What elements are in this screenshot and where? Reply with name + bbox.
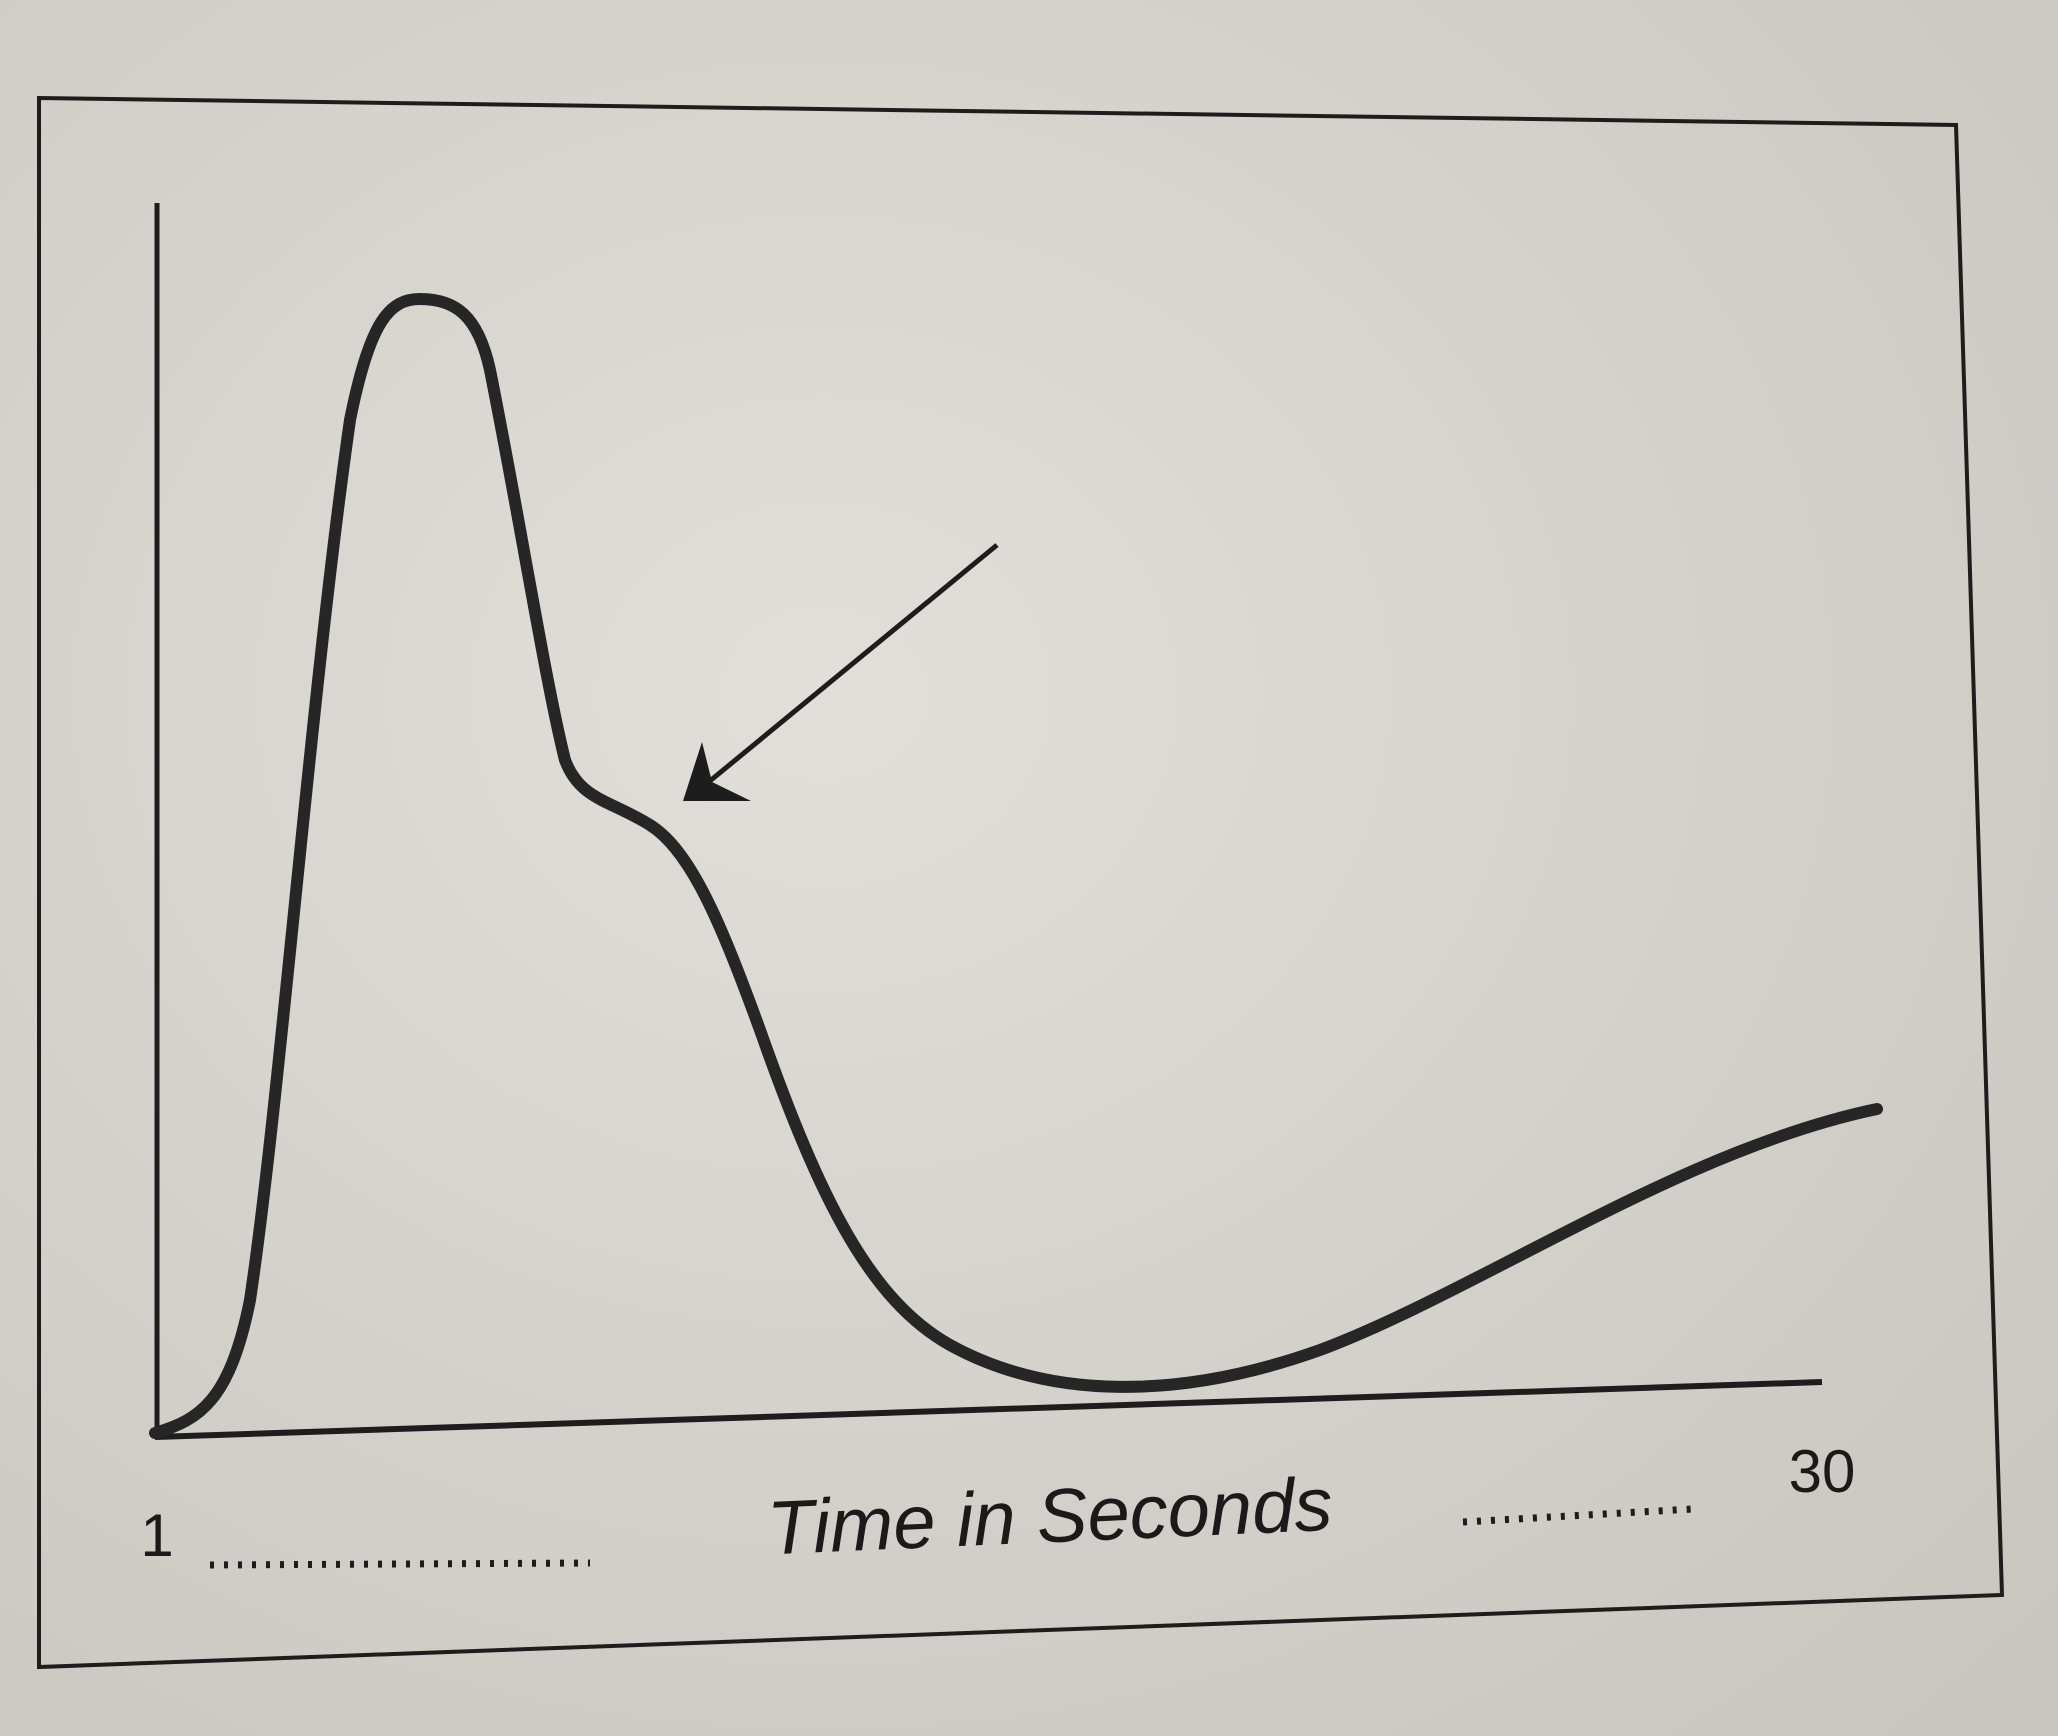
x-axis: [154, 1379, 1823, 1440]
curve: [149, 293, 1883, 1439]
figure-frame: [37, 95, 2005, 1670]
dotted-leader: [1462, 1505, 1694, 1526]
arrow-shaft: [703, 543, 999, 787]
x-tick-label: 1: [140, 1502, 173, 1569]
x-tick-label: 30: [1789, 1438, 1856, 1505]
arrow-head: [683, 742, 751, 801]
